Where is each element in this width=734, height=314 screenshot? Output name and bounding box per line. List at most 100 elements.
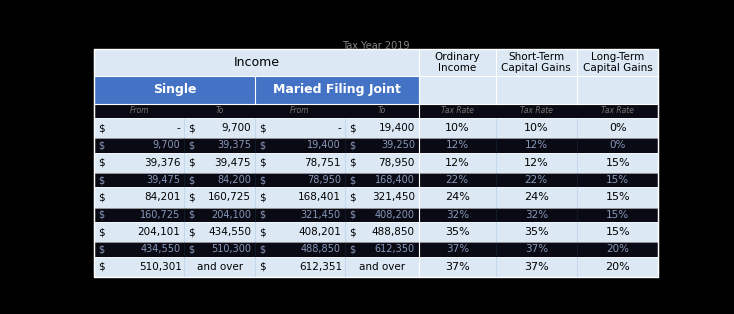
Text: 24%: 24% [445, 192, 470, 203]
Text: Short-Term
Capital Gains: Short-Term Capital Gains [501, 51, 571, 73]
Text: $: $ [259, 158, 266, 168]
Bar [255, 76, 419, 104]
Text: $: $ [98, 175, 104, 185]
Text: Tax Rate: Tax Rate [440, 106, 473, 115]
Text: $: $ [98, 245, 104, 254]
Text: 37%: 37% [446, 245, 469, 254]
Text: 15%: 15% [606, 158, 630, 168]
Text: -: - [177, 123, 181, 133]
Text: $: $ [259, 140, 265, 150]
Text: $: $ [189, 140, 195, 150]
Text: $: $ [349, 158, 355, 168]
Bar [94, 208, 658, 222]
Text: 78,950: 78,950 [307, 175, 341, 185]
Text: $: $ [259, 227, 266, 237]
Bar [94, 173, 658, 187]
Text: 434,550: 434,550 [140, 245, 181, 254]
Bar [94, 242, 658, 257]
Bar [495, 76, 577, 104]
Text: Income: Income [233, 56, 280, 69]
Text: Long-Term
Capital Gains: Long-Term Capital Gains [583, 51, 653, 73]
Text: 37%: 37% [524, 262, 549, 272]
Text: $: $ [349, 192, 355, 203]
Text: 39,375: 39,375 [217, 140, 251, 150]
Bar [419, 76, 495, 104]
Text: $: $ [259, 262, 266, 272]
Text: 78,751: 78,751 [305, 158, 341, 168]
Text: 24%: 24% [524, 192, 549, 203]
Text: 22%: 22% [446, 175, 469, 185]
Text: 204,100: 204,100 [211, 210, 251, 220]
Text: 20%: 20% [606, 245, 629, 254]
Text: $: $ [98, 227, 105, 237]
Text: 160,725: 160,725 [208, 192, 251, 203]
Text: $: $ [349, 175, 355, 185]
Text: 0%: 0% [609, 140, 626, 150]
Bar [94, 187, 658, 208]
Text: To: To [216, 106, 224, 115]
Text: 19,400: 19,400 [379, 123, 415, 133]
Text: 488,850: 488,850 [301, 245, 341, 254]
Text: $: $ [259, 123, 266, 133]
Text: $: $ [349, 245, 355, 254]
Bar [94, 76, 255, 104]
Text: 20%: 20% [606, 262, 630, 272]
Text: $: $ [98, 140, 104, 150]
Text: 434,550: 434,550 [208, 227, 251, 237]
Text: 9,700: 9,700 [222, 123, 251, 133]
Bar [577, 76, 658, 104]
Text: 510,300: 510,300 [211, 245, 251, 254]
Bar [94, 49, 419, 76]
Text: 12%: 12% [445, 158, 470, 168]
Text: Ordinary
Income: Ordinary Income [435, 51, 480, 73]
Text: 84,201: 84,201 [144, 192, 181, 203]
Text: 12%: 12% [524, 158, 549, 168]
Text: 22%: 22% [525, 175, 548, 185]
Text: 9,700: 9,700 [153, 140, 181, 150]
Text: $: $ [189, 123, 195, 133]
Bar [94, 138, 658, 153]
Text: $: $ [98, 210, 104, 220]
Text: 78,950: 78,950 [379, 158, 415, 168]
Text: 12%: 12% [446, 140, 469, 150]
Text: Tax Rate: Tax Rate [601, 106, 634, 115]
Text: $: $ [98, 192, 105, 203]
Text: 35%: 35% [445, 227, 470, 237]
Text: 204,101: 204,101 [137, 227, 181, 237]
Text: Tax Rate: Tax Rate [520, 106, 553, 115]
Text: $: $ [349, 140, 355, 150]
Text: 168,400: 168,400 [375, 175, 415, 185]
Text: 32%: 32% [446, 210, 469, 220]
Text: To: To [378, 106, 386, 115]
Text: and over: and over [359, 262, 405, 272]
Text: 408,200: 408,200 [375, 210, 415, 220]
Text: Tax Year 2019: Tax Year 2019 [343, 41, 410, 51]
Text: 15%: 15% [606, 227, 630, 237]
Text: $: $ [98, 262, 105, 272]
Bar [94, 257, 658, 277]
Text: $: $ [259, 175, 265, 185]
Text: 39,250: 39,250 [381, 140, 415, 150]
Text: 321,450: 321,450 [372, 192, 415, 203]
Bar [419, 49, 495, 76]
Text: $: $ [189, 175, 195, 185]
Text: 612,350: 612,350 [375, 245, 415, 254]
Text: $: $ [189, 210, 195, 220]
Text: 15%: 15% [606, 210, 629, 220]
Bar [94, 222, 658, 242]
Text: $: $ [189, 158, 195, 168]
Text: 321,450: 321,450 [301, 210, 341, 220]
Text: -: - [337, 123, 341, 133]
Text: 10%: 10% [445, 123, 470, 133]
Text: 488,850: 488,850 [372, 227, 415, 237]
Text: 15%: 15% [606, 192, 630, 203]
Text: $: $ [98, 123, 105, 133]
Text: 19,400: 19,400 [307, 140, 341, 150]
Text: $: $ [189, 192, 195, 203]
Text: Maried Filing Joint: Maried Filing Joint [273, 84, 401, 96]
Text: 32%: 32% [525, 210, 548, 220]
Bar [495, 49, 577, 76]
Text: 160,725: 160,725 [140, 210, 181, 220]
Bar [94, 104, 658, 118]
Text: Single: Single [153, 84, 196, 96]
